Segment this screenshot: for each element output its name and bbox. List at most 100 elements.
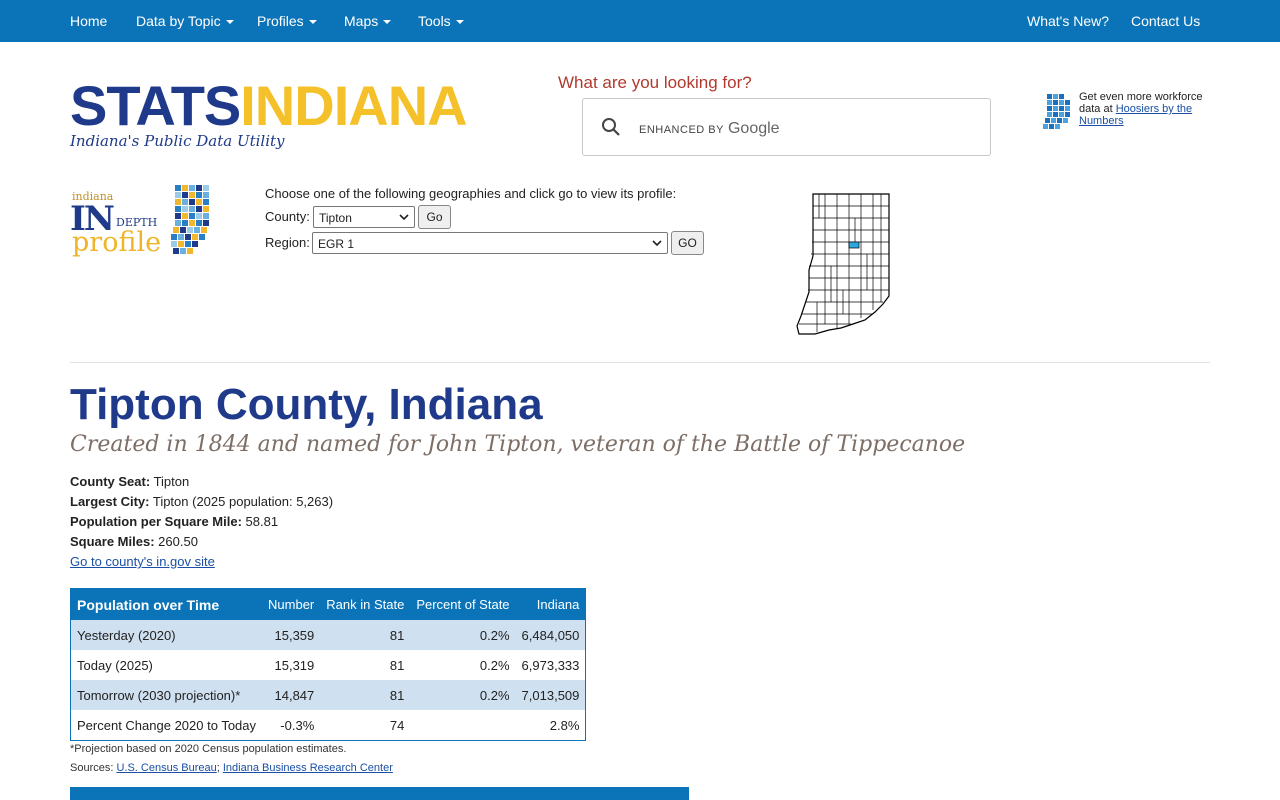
caret-down-icon <box>308 20 317 25</box>
logo-stats: STATS <box>70 74 241 137</box>
table-cell: 6,973,333 <box>521 657 580 673</box>
table-cell: 0.2% <box>410 680 516 710</box>
nav-profiles[interactable]: Profiles <box>257 0 317 42</box>
section-divider <box>70 362 1210 363</box>
indepth-word-indiana: indiana <box>72 190 114 203</box>
table-cell: 7,013,509 <box>515 680 586 710</box>
nav-contact-us-label: Contact Us <box>1131 13 1201 29</box>
county-label: County: <box>265 209 310 224</box>
table-row: Percent Change 2020 to Today -0.3% 74 2.… <box>71 710 586 741</box>
table-cell <box>410 710 515 741</box>
caret-down-icon <box>383 20 392 25</box>
nav-maps-label: Maps <box>344 13 379 29</box>
table-cell: 6,484,050 <box>515 620 586 650</box>
fact-square-miles: Square Miles: 260.50 <box>70 534 198 549</box>
fact-largest-city-value: Tipton (2025 population: 5,263) <box>152 494 334 509</box>
nav-maps[interactable]: Maps <box>344 0 392 42</box>
nav-contact-us[interactable]: Contact Us <box>1131 0 1200 42</box>
table-header: Number <box>262 588 321 620</box>
fact-largest-city-label: Largest City: <box>70 494 150 509</box>
table-header: Population over Time <box>70 588 263 620</box>
fact-county-seat: County Seat: Tipton <box>70 474 189 489</box>
table-cell: 15,319 <box>274 657 315 673</box>
table-cell: Yesterday (2020) <box>70 620 263 650</box>
fact-largest-city: Largest City: Tipton (2025 population: 5… <box>70 494 333 509</box>
region-go-button[interactable]: GO <box>671 231 704 255</box>
nav-whats-new-label: What's New? <box>1027 13 1110 29</box>
table-cell: 14,847 <box>262 680 321 710</box>
fact-county-seat-value: Tipton <box>153 474 190 489</box>
hbn-link[interactable]: Hoosiers by the Numbers <box>1079 103 1193 127</box>
chevron-down-icon <box>399 214 409 221</box>
county-select[interactable]: Tipton <box>313 206 415 228</box>
fact-population-density-label: Population per Square Mile: <box>70 514 242 529</box>
census-bureau-link[interactable]: U.S. Census Bureau <box>116 762 217 774</box>
nav-home[interactable]: Home <box>70 0 107 42</box>
region-select[interactable]: EGR 1 <box>312 232 668 254</box>
table-cell: 81 <box>320 620 411 650</box>
table-cell: 81 <box>320 680 411 710</box>
search-icon <box>602 118 620 136</box>
table-row: Today (2025) 15,319 81 0.2% 6,973,333 <box>71 650 586 680</box>
chevron-down-icon <box>652 240 662 247</box>
table-header: Rank in State <box>320 588 411 620</box>
table-cell: Percent Change 2020 to Today <box>77 717 257 733</box>
region-label: Region: <box>265 235 310 250</box>
page-subtitle: Created in 1844 and named for John Tipto… <box>70 432 966 457</box>
fact-square-miles-value: 260.50 <box>158 534 198 549</box>
nav-whats-new[interactable]: What's New? <box>1027 0 1109 42</box>
indepth-profile-logo: indiana IN DEPTH profile <box>70 185 212 263</box>
hbn-promo-text: Get even more workforce data at <box>1079 91 1203 115</box>
region-select-value: EGR 1 <box>318 237 355 251</box>
search-prompt: What are you looking for? <box>558 73 752 92</box>
fact-county-seat-label: County Seat: <box>70 474 151 489</box>
table-cell: Tomorrow (2030 projection)* <box>70 680 263 710</box>
county-site-link[interactable]: Go to county's in.gov site <box>70 554 215 569</box>
table-cell: 74 <box>389 717 405 733</box>
indepth-word-in: IN <box>70 199 115 239</box>
nav-data-by-topic-label: Data by Topic <box>136 13 221 29</box>
google-wordmark: Google <box>727 120 780 137</box>
hoosiers-by-the-numbers-icon <box>1043 94 1070 129</box>
indiana-county-map[interactable] <box>795 192 891 336</box>
fact-square-miles-label: Square Miles: <box>70 534 155 549</box>
table-header: Indiana <box>515 588 586 620</box>
enhanced-by-label: ENHANCED BY <box>639 124 724 136</box>
table-cell: 81 <box>389 657 405 673</box>
fact-population-density: Population per Square Mile: 58.81 <box>70 514 278 529</box>
sources-separator: ; <box>216 762 223 774</box>
top-navbar: Home Data by Topic Profiles Maps Tools W… <box>0 0 1280 42</box>
projection-footnote: *Projection based on 2020 Census populat… <box>70 743 347 755</box>
table-header: Percent of State <box>410 588 516 620</box>
caret-down-icon <box>455 20 464 25</box>
table-cell: 2.8% <box>549 717 580 733</box>
nav-home-label: Home <box>70 13 108 29</box>
fact-population-density-value: 58.81 <box>245 514 279 529</box>
table-header-row: Population over Time Number Rank in Stat… <box>70 588 586 620</box>
next-table-header <box>70 787 689 800</box>
table-cell: 0.2% <box>410 620 516 650</box>
logo-indiana: INDIANA <box>240 74 467 137</box>
site-tagline: Indiana's Public Data Utility <box>70 132 285 150</box>
county-select-value: Tipton <box>319 211 352 225</box>
table-cell: 15,359 <box>262 620 321 650</box>
nav-profiles-label: Profiles <box>257 13 304 29</box>
hbn-promo: Get even more workforce data at Hoosiers… <box>1079 91 1219 127</box>
geography-instructions: Choose one of the following geographies … <box>265 186 677 201</box>
enhanced-by-google: ENHANCED BY Google <box>639 120 780 138</box>
table-cell: Today (2025) <box>77 657 153 673</box>
site-logo[interactable]: STATSINDIANA <box>70 74 468 137</box>
indiana-mosaic-icon <box>171 185 209 254</box>
page-title: Tipton County, Indiana <box>70 380 543 429</box>
table-row: Yesterday (2020) 15,359 81 0.2% 6,484,05… <box>70 620 586 650</box>
tipton-county-highlight[interactable] <box>848 241 860 249</box>
ibrc-link[interactable]: Indiana Business Research Center <box>222 762 393 774</box>
nav-tools[interactable]: Tools <box>418 0 464 42</box>
sources-label: Sources: <box>70 762 117 774</box>
nav-tools-label: Tools <box>418 13 451 29</box>
nav-data-by-topic[interactable]: Data by Topic <box>136 0 234 42</box>
county-go-button[interactable]: Go <box>418 205 451 229</box>
table-row: Tomorrow (2030 projection)* 14,847 81 0.… <box>70 680 586 710</box>
search-input[interactable]: ENHANCED BY Google <box>582 98 991 156</box>
population-table: Population over Time Number Rank in Stat… <box>70 588 587 741</box>
